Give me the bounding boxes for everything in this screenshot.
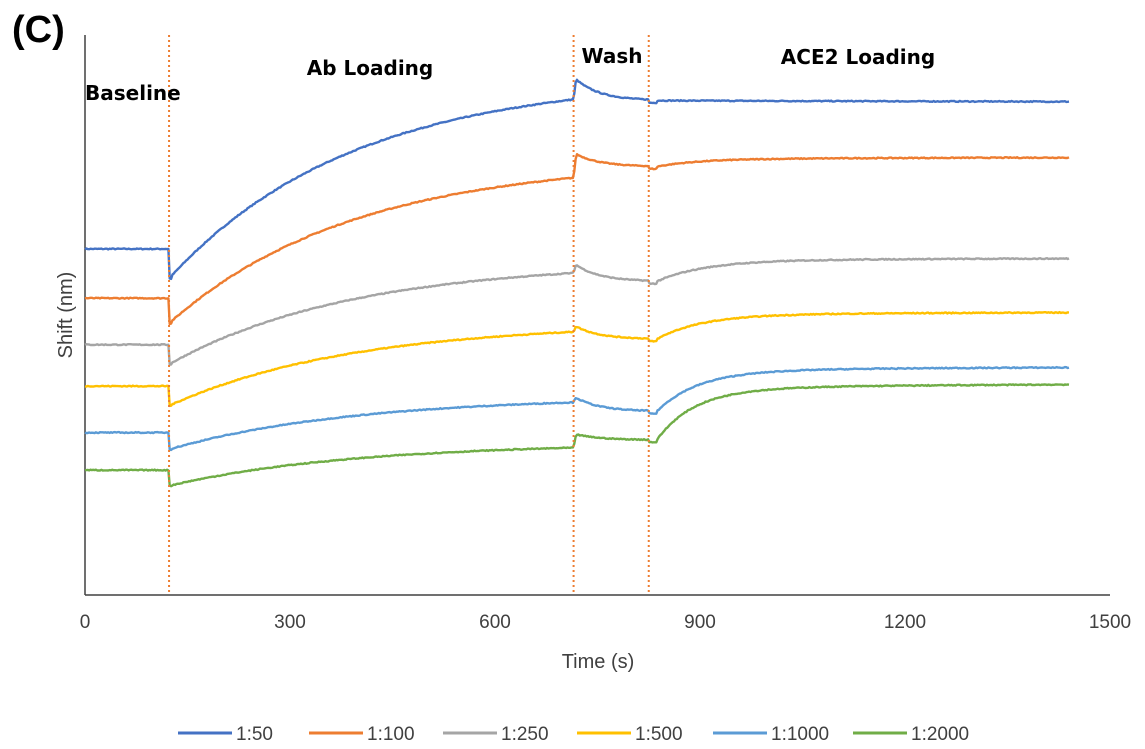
legend-label: 1:250 (501, 724, 549, 745)
phase-label-ab-loading: Ab Loading (307, 56, 433, 80)
x-tick-label: 1500 (1089, 612, 1131, 633)
legend-label: 1:1000 (771, 724, 829, 745)
x-tick-labels: 0 300 600 900 1200 1500 (80, 612, 1131, 633)
series-line-3 (84, 257, 1070, 366)
legend-label: 1:2000 (911, 724, 969, 745)
legend-label: 1:500 (635, 724, 683, 745)
plot-area (84, 35, 1110, 596)
series-layer (84, 78, 1070, 488)
phase-label-wash: Wash (582, 44, 643, 68)
phase-boundaries (168, 35, 650, 595)
x-tick-label: 0 (80, 612, 91, 633)
legend-label: 1:50 (236, 724, 273, 745)
phase-labels: Baseline Ab Loading Wash ACE2 Loading (85, 44, 935, 105)
y-axis-title: Shift (nm) (55, 272, 77, 359)
series-line-4 (84, 310, 1069, 408)
legend-item: 1:1000 (713, 724, 829, 745)
x-tick-label: 300 (274, 612, 306, 633)
x-axis-title: Time (s) (562, 651, 635, 673)
x-tick-label: 900 (684, 612, 716, 633)
phase-label-ace2-loading: ACE2 Loading (781, 45, 935, 69)
x-tick-label: 1200 (884, 612, 926, 633)
series-line-2 (84, 153, 1070, 326)
phase-label-baseline: Baseline (85, 81, 181, 105)
legend-item: 1:100 (309, 724, 415, 745)
legend-item: 1:50 (178, 724, 273, 745)
legend-item: 1:500 (577, 724, 683, 745)
legend-label: 1:100 (367, 724, 415, 745)
legend-item: 1:250 (443, 724, 549, 745)
panel-label: (C) (12, 9, 65, 51)
legend-item: 1:2000 (853, 724, 969, 745)
series-line-5 (84, 365, 1070, 452)
series-line-6 (84, 383, 1070, 488)
legend: 1:50 1:100 1:250 1:500 1:1000 1:2000 (178, 724, 969, 745)
x-tick-label: 600 (479, 612, 511, 633)
series-line-1 (84, 78, 1070, 281)
